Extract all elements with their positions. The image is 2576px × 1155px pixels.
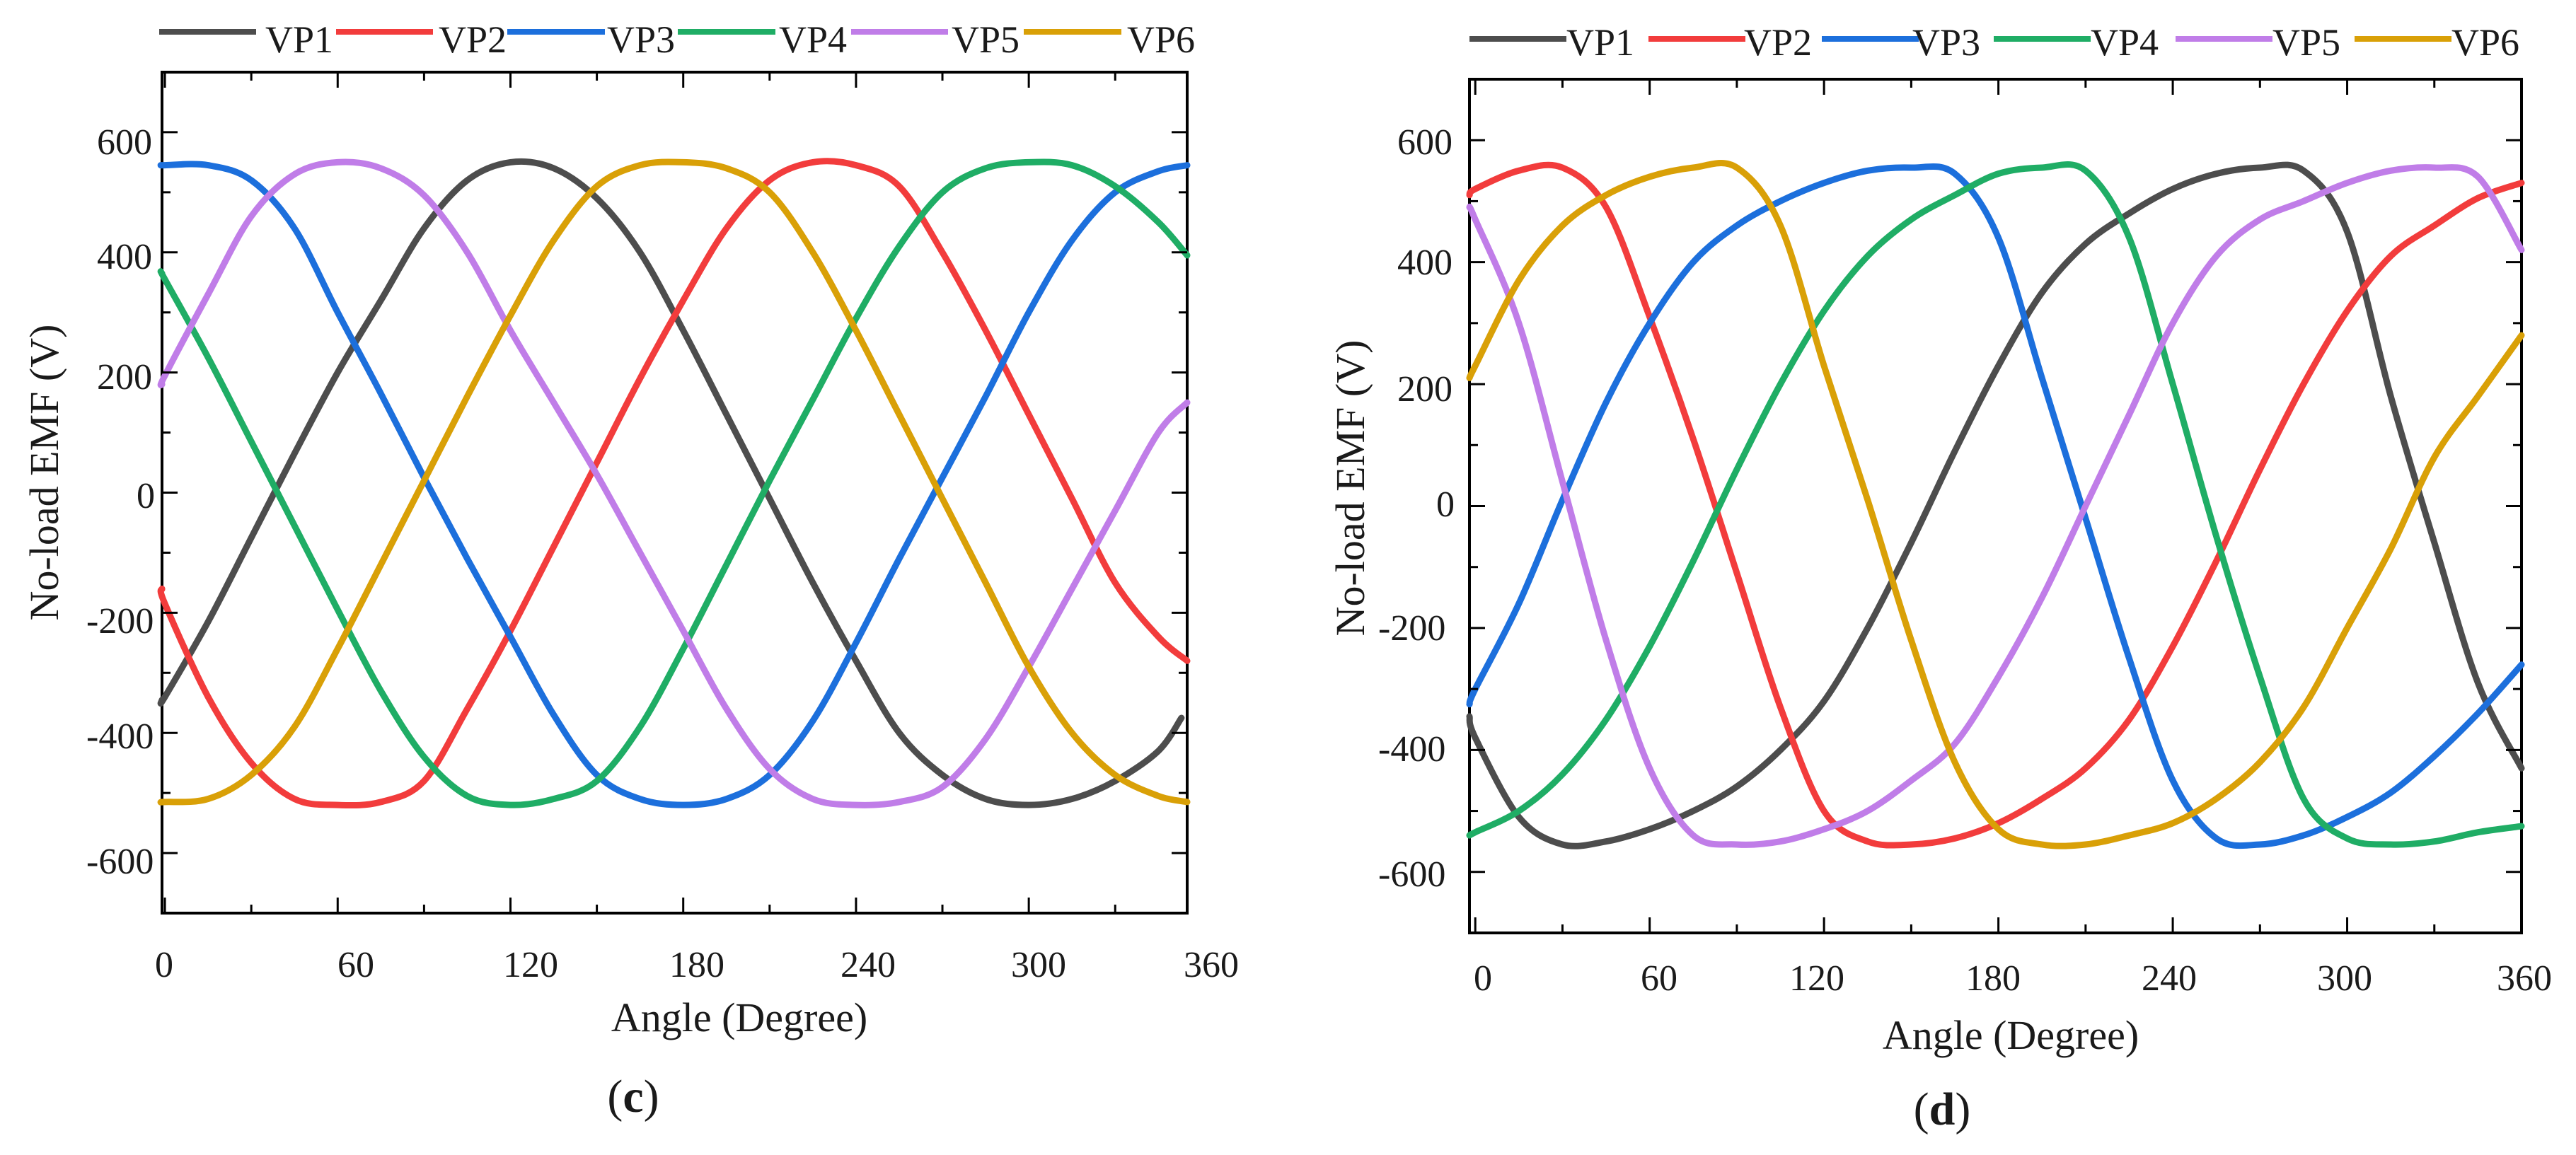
panel-letter-c: c (623, 1071, 643, 1122)
plot-area-c (157, 71, 1191, 915)
x-tick-label: 300 (2317, 958, 2372, 999)
series-line-vp6 (1466, 159, 2525, 849)
y-tick-labels-c: 600 400 200 0 -200 -400 -600 (86, 122, 155, 882)
plot-area-d (1466, 78, 2525, 934)
y-tick-label: -200 (1378, 608, 1445, 649)
legend-label-vp3: VP3 (607, 18, 675, 61)
legend-label-vp5: VP5 (2272, 21, 2340, 64)
legend-label-vp4: VP4 (779, 18, 847, 61)
series-line-vp5 (1466, 164, 2525, 848)
x-tick-label: 0 (1474, 958, 1492, 999)
x-tick-label: 60 (1641, 958, 1677, 999)
y-tick-labels-d: 600 400 200 0 -200 -400 -600 (1378, 122, 1455, 895)
series-line-vp2 (157, 158, 1191, 809)
x-tick-label: 240 (841, 945, 896, 985)
plot-frame-d (1468, 78, 2523, 934)
x-tick-label: 0 (155, 945, 173, 985)
legend-item-vp3: VP3 (507, 18, 675, 61)
legend-item-vp1: VP1 (159, 18, 333, 61)
legend-label-vp5: VP5 (952, 18, 1020, 61)
series-line-vp6 (157, 158, 1191, 806)
legend-item-vp1: VP1 (1469, 21, 1634, 64)
legend-label-vp6: VP6 (2451, 21, 2519, 64)
x-tick-label: 120 (1789, 958, 1844, 999)
legend-label-vp2: VP2 (439, 18, 507, 61)
series-line-vp1 (157, 158, 1185, 808)
series-line-vp4 (1466, 161, 2525, 848)
x-axis-title-d: Angle (Degree) (1883, 1012, 2139, 1058)
y-tick-label: 600 (1397, 122, 1452, 163)
x-tick-label: 120 (503, 945, 558, 985)
legend-d: VP1 VP2 VP3 VP4 VP5 VP6 (1469, 21, 2519, 64)
x-tick-label: 240 (2142, 958, 2197, 999)
y-tick-label: 200 (1397, 369, 1452, 410)
legend-label-vp3: VP3 (1912, 21, 1980, 64)
series-line-vp3 (1466, 163, 2525, 849)
x-tick-label: 180 (669, 945, 724, 985)
panel-letter-d: d (1929, 1084, 1956, 1135)
x-tick-label: 180 (1965, 958, 2021, 999)
legend-label-vp2: VP2 (1744, 21, 1812, 64)
legend-item-vp6: VP6 (1024, 18, 1195, 61)
y-tick-label: -600 (1378, 854, 1445, 895)
series-layer-d (1466, 159, 2525, 849)
x-tick-label: 360 (2497, 958, 2552, 999)
legend-label-vp1: VP1 (1566, 21, 1634, 64)
series-line-vp1 (1466, 161, 2525, 849)
legend-label-vp1: VP1 (265, 18, 333, 61)
legend-label-vp6: VP6 (1127, 18, 1195, 61)
y-axis-title-d: No-load EMF (V) (1327, 340, 1373, 637)
chart-panel-c: VP1 VP2 VP3 VP4 VP5 VP6 (21, 18, 1239, 1122)
legend-item-vp5: VP5 (851, 18, 1020, 61)
y-tick-label: -400 (86, 716, 154, 757)
x-tick-label: 360 (1184, 945, 1239, 985)
x-tick-label: 60 (337, 945, 374, 985)
y-tick-label: 400 (97, 237, 152, 277)
y-tick-label: -400 (1378, 729, 1445, 770)
y-axis-title-c: No-load EMF (V) (21, 325, 67, 621)
legend-item-vp2: VP2 (1648, 21, 1812, 64)
legend-item-vp4: VP4 (678, 18, 847, 61)
series-line-vp4 (157, 158, 1191, 808)
legend-item-vp2: VP2 (336, 18, 507, 61)
x-tick-labels-c: 0 60 120 180 240 300 360 (155, 945, 1239, 985)
series-layer-c (157, 158, 1191, 809)
series-line-vp3 (157, 161, 1191, 808)
series-line-vp2 (1466, 161, 2525, 849)
legend-c: VP1 VP2 VP3 VP4 VP5 VP6 (159, 18, 1195, 61)
y-tick-label: 0 (137, 476, 155, 516)
x-axis-title-c: Angle (Degree) (611, 994, 867, 1040)
tick-layer-d (1469, 78, 2523, 934)
y-tick-label: -600 (86, 842, 154, 882)
x-tick-labels-d: 0 60 120 180 240 300 360 (1474, 958, 2552, 999)
legend-item-vp4: VP4 (1994, 21, 2159, 64)
chart-panel-d: VP1 VP2 VP3 VP4 VP5 VP6 (1327, 21, 2552, 1135)
y-tick-label: 0 (1436, 484, 1455, 525)
y-tick-label: 200 (97, 357, 152, 397)
panel-label-d: (d) (1914, 1084, 1971, 1135)
legend-item-vp3: VP3 (1822, 21, 1980, 64)
plot-frame-c (161, 71, 1189, 915)
panel-label-c: (c) (607, 1071, 659, 1122)
y-tick-label: -200 (86, 601, 154, 642)
legend-label-vp4: VP4 (2091, 21, 2159, 64)
y-tick-label: 600 (97, 122, 152, 163)
legend-item-vp5: VP5 (2176, 21, 2340, 64)
y-tick-label: 400 (1397, 243, 1452, 283)
x-tick-label: 300 (1011, 945, 1066, 985)
legend-item-vp6: VP6 (2355, 21, 2519, 64)
tick-layer-c (162, 71, 1187, 915)
